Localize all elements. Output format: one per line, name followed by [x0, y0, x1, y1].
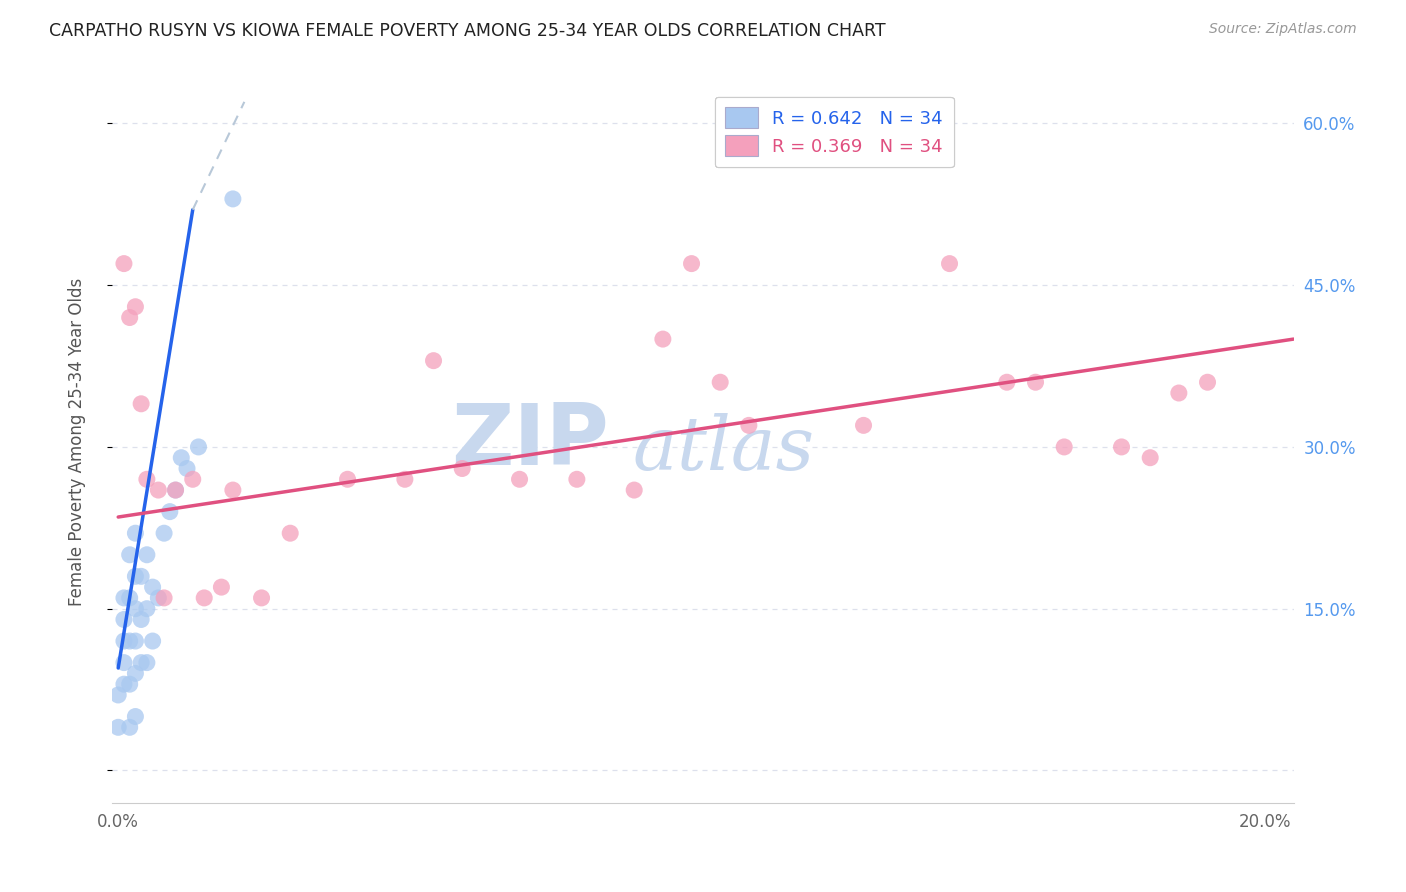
- Point: [112, 591, 135, 605]
- Point: [509, 472, 531, 486]
- Point: [709, 376, 731, 390]
- Point: [135, 548, 157, 562]
- Point: [336, 472, 359, 486]
- Point: [165, 483, 187, 497]
- Point: [148, 483, 170, 497]
- Point: [124, 300, 146, 314]
- Point: [422, 353, 444, 368]
- Point: [451, 461, 474, 475]
- Text: atlas: atlas: [633, 412, 814, 485]
- Point: [135, 472, 157, 486]
- Point: [124, 601, 146, 615]
- Point: [118, 310, 141, 325]
- Point: [124, 526, 146, 541]
- Y-axis label: Female Poverty Among 25-34 Year Olds: Female Poverty Among 25-34 Year Olds: [67, 277, 86, 606]
- Point: [565, 472, 588, 486]
- Point: [118, 634, 141, 648]
- Point: [129, 569, 152, 583]
- Point: [165, 483, 187, 497]
- Point: [651, 332, 673, 346]
- Text: ZIP: ZIP: [451, 400, 609, 483]
- Point: [118, 548, 141, 562]
- Text: Source: ZipAtlas.com: Source: ZipAtlas.com: [1209, 22, 1357, 37]
- Point: [107, 720, 129, 734]
- Point: [394, 472, 416, 486]
- Point: [278, 526, 301, 541]
- Point: [124, 709, 146, 723]
- Point: [738, 418, 761, 433]
- Point: [129, 656, 152, 670]
- Point: [1111, 440, 1133, 454]
- Point: [681, 257, 703, 271]
- Point: [142, 634, 165, 648]
- Point: [193, 591, 215, 605]
- Point: [852, 418, 875, 433]
- Legend: R = 0.642   N = 34, R = 0.369   N = 34: R = 0.642 N = 34, R = 0.369 N = 34: [714, 96, 953, 167]
- Point: [153, 526, 176, 541]
- Point: [118, 677, 141, 691]
- Point: [170, 450, 193, 465]
- Point: [148, 591, 170, 605]
- Point: [124, 634, 146, 648]
- Point: [222, 483, 245, 497]
- Point: [107, 688, 129, 702]
- Point: [995, 376, 1018, 390]
- Point: [1197, 376, 1219, 390]
- Point: [222, 192, 245, 206]
- Point: [1053, 440, 1076, 454]
- Point: [176, 461, 198, 475]
- Point: [142, 580, 165, 594]
- Point: [118, 720, 141, 734]
- Point: [129, 397, 152, 411]
- Point: [1139, 450, 1161, 465]
- Text: CARPATHO RUSYN VS KIOWA FEMALE POVERTY AMONG 25-34 YEAR OLDS CORRELATION CHART: CARPATHO RUSYN VS KIOWA FEMALE POVERTY A…: [49, 22, 886, 40]
- Point: [129, 612, 152, 626]
- Point: [112, 634, 135, 648]
- Point: [159, 505, 181, 519]
- Point: [124, 569, 146, 583]
- Point: [112, 656, 135, 670]
- Point: [153, 591, 176, 605]
- Point: [623, 483, 645, 497]
- Point: [112, 677, 135, 691]
- Point: [1167, 386, 1189, 401]
- Point: [112, 257, 135, 271]
- Point: [209, 580, 232, 594]
- Point: [250, 591, 273, 605]
- Point: [118, 591, 141, 605]
- Point: [124, 666, 146, 681]
- Point: [181, 472, 204, 486]
- Point: [135, 601, 157, 615]
- Point: [938, 257, 960, 271]
- Point: [1025, 376, 1047, 390]
- Point: [187, 440, 209, 454]
- Point: [112, 612, 135, 626]
- Point: [135, 656, 157, 670]
